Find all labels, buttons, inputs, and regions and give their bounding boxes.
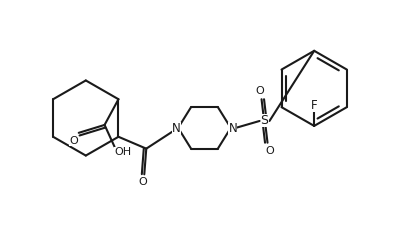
Text: N: N	[228, 122, 237, 135]
Text: O: O	[138, 177, 146, 187]
Text: S: S	[260, 114, 268, 128]
Text: OH: OH	[114, 147, 131, 157]
Text: F: F	[311, 99, 318, 112]
Text: N: N	[172, 122, 181, 135]
Text: O: O	[265, 146, 274, 156]
Text: O: O	[255, 86, 264, 96]
Text: O: O	[69, 136, 78, 146]
